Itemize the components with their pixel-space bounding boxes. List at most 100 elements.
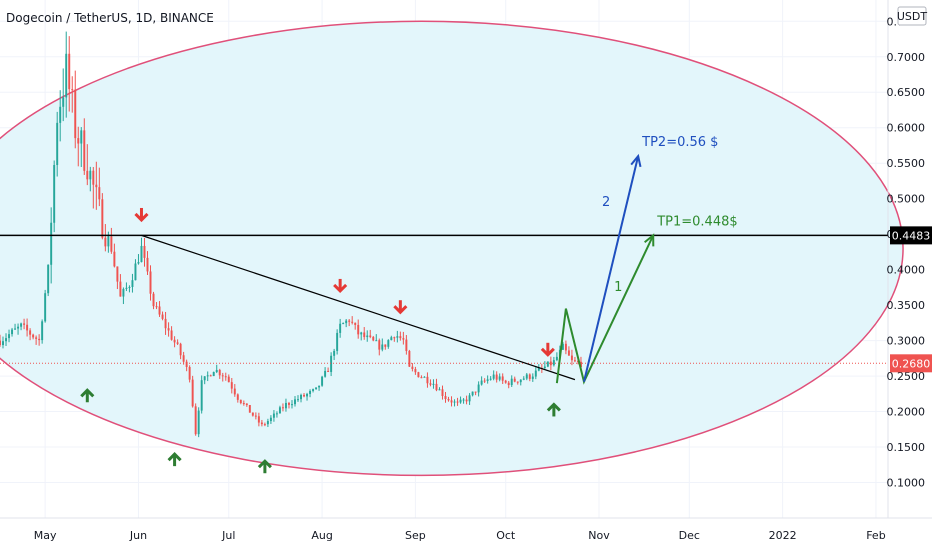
up-arrow [167, 452, 182, 462]
candle-body [300, 394, 302, 400]
x-tick-label: May [34, 529, 57, 542]
candle-body [41, 321, 44, 341]
candle-body [146, 257, 149, 272]
y-tick-label: 0.2500 [887, 370, 926, 383]
resistance-price-label: 0.4483 [892, 229, 931, 242]
candle-body [209, 375, 212, 377]
candle-body [164, 318, 167, 329]
trendline [141, 234, 576, 381]
candle-body [98, 187, 101, 200]
candle-body [221, 375, 224, 377]
candle-body [125, 287, 128, 289]
candle-body [453, 401, 456, 403]
candle-body [330, 355, 333, 372]
candle-body [381, 344, 384, 350]
candle-body [155, 306, 158, 308]
candle-body [492, 374, 495, 379]
last-price-label: 0.2680 [892, 357, 931, 370]
candle-body [173, 339, 176, 343]
candle-body [531, 376, 534, 379]
x-tick-label: Jun [129, 529, 147, 542]
x-tick-label: Oct [496, 529, 516, 542]
candle-body [224, 376, 227, 378]
x-tick-label: Jul [221, 529, 235, 542]
candle-body [498, 376, 501, 380]
candle-body [47, 264, 50, 294]
candle-body [254, 415, 257, 417]
candle-body [456, 401, 459, 403]
candle-body [62, 97, 65, 107]
y-tick-label: 0.5000 [887, 193, 926, 206]
candle-body [468, 395, 471, 402]
y-tick-label: 0.4000 [887, 264, 926, 277]
candle-body [191, 379, 194, 407]
candle-body [227, 376, 230, 383]
time-axis[interactable]: May Jun Jul Aug Sep Oct Nov Dec 2022 Feb [34, 529, 886, 542]
down-arrow [540, 347, 555, 357]
candle-body [158, 306, 161, 315]
candle-body [143, 245, 146, 258]
candle-body [537, 367, 540, 371]
candle-body [23, 323, 26, 325]
candle-body [95, 184, 98, 188]
candle-body [239, 399, 242, 404]
candle-body [372, 336, 375, 341]
candle-body [429, 383, 432, 385]
candle-body [89, 170, 92, 180]
candle-body [188, 366, 191, 380]
candle-body [345, 320, 348, 324]
candle-body [348, 320, 351, 322]
candle-body [59, 106, 62, 123]
candle-body [549, 361, 552, 366]
candle-body [137, 262, 140, 264]
candle-body [26, 324, 29, 331]
down-arrow [134, 212, 149, 223]
candle-body [408, 350, 411, 367]
candles [0, 31, 582, 438]
candle-body [20, 323, 23, 327]
candle-body [441, 389, 444, 397]
candle-body [474, 391, 477, 393]
candle-body [390, 337, 393, 341]
candle-body [80, 130, 83, 144]
pattern-ellipse [0, 20, 904, 477]
projection-arrowhead-2 [630, 153, 642, 168]
x-tick-label: Dec [679, 529, 700, 542]
candle-body [405, 339, 408, 351]
down-arrow [393, 305, 408, 315]
currency-button[interactable]: USDT [897, 6, 928, 26]
y-tick-label: 0.2000 [887, 406, 926, 419]
candle-body [200, 380, 203, 411]
candle-body [402, 338, 405, 340]
candle-body [387, 340, 390, 347]
candle-body [426, 376, 429, 384]
y-tick-label: 0.7000 [887, 51, 926, 64]
candle-body [149, 271, 152, 294]
candle-body [38, 338, 41, 341]
candle-body [152, 293, 155, 307]
y-tick-label: 0.6000 [887, 122, 926, 135]
candle-body [519, 379, 522, 383]
candle-body [396, 336, 399, 338]
candle-body [354, 322, 357, 325]
candle-body [423, 376, 426, 378]
ellipse-layer [0, 20, 904, 477]
candle-body [465, 399, 468, 402]
projection-path-1 [555, 234, 655, 385]
candle-body [351, 321, 354, 323]
candle-body [269, 417, 272, 422]
candle-body [306, 393, 309, 397]
candle-body [11, 329, 14, 335]
candle-body [182, 355, 185, 362]
candle-body [263, 424, 266, 426]
price-axis[interactable]: 0.1000 0.1500 0.2000 0.2500 0.3000 0.3500 0.40… [887, 15, 932, 490]
candle-body [297, 399, 299, 401]
candle-body [471, 391, 474, 396]
candle-body [236, 394, 239, 400]
candle-body [384, 344, 387, 347]
annotation-label: 2 [602, 195, 610, 210]
last-price-tag [890, 354, 932, 373]
x-tick-label: Nov [588, 529, 610, 542]
candle-body [104, 237, 107, 247]
